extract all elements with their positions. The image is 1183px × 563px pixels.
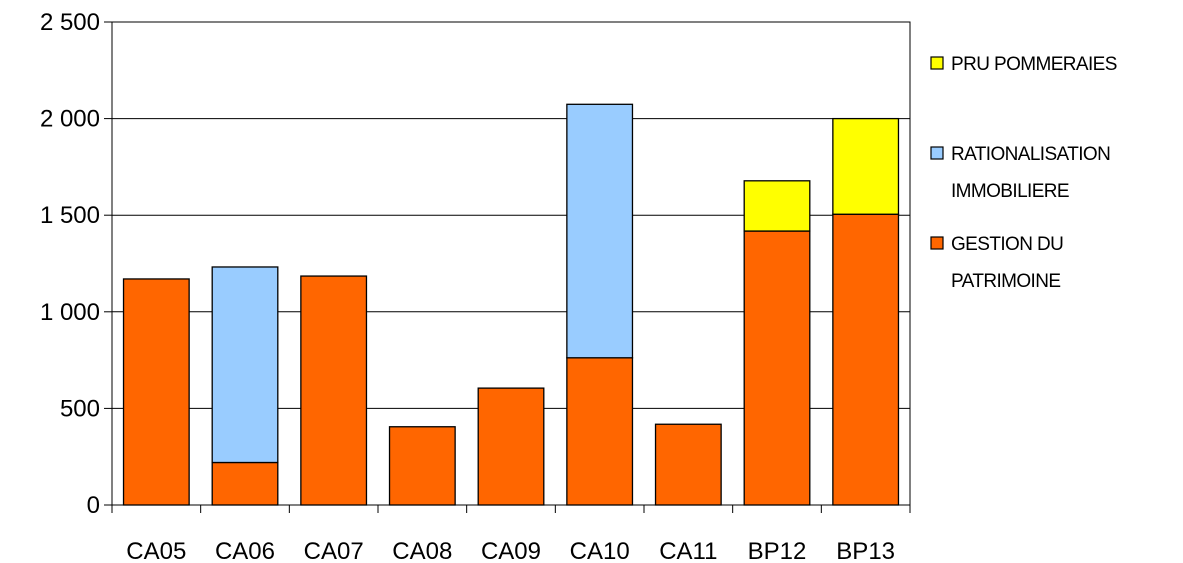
x-tick-label: CA07 bbox=[304, 538, 364, 563]
x-axis-tick-labels: CA05 CA06 CA07 CA08 CA09 CA10 CA11 BP12 BP13 bbox=[126, 538, 895, 563]
legend-label: IMMOBILIERE bbox=[951, 181, 1069, 202]
bars bbox=[122, 103, 900, 506]
bar-ca08-series-0 bbox=[388, 426, 456, 506]
x-tick-label: CA11 bbox=[659, 538, 717, 563]
y-axis-tick-labels: 0 500 1 000 1 500 2 000 2 500 bbox=[40, 9, 100, 519]
y-tick-label: 0 bbox=[87, 492, 100, 519]
bar-bp12-series-2 bbox=[743, 180, 811, 232]
bar-ca10-series-1 bbox=[566, 103, 634, 359]
legend-label: PRU POMMERAIES bbox=[951, 54, 1117, 75]
x-tick-label: CA06 bbox=[215, 538, 275, 563]
y-tick-label: 2 000 bbox=[40, 106, 100, 133]
bar-bp12-series-0 bbox=[743, 230, 811, 506]
bar-ca05-series-0 bbox=[122, 278, 190, 506]
y-tick-label: 500 bbox=[60, 395, 100, 422]
legend-swatch-2 bbox=[930, 236, 944, 250]
bar-ca07-series-0 bbox=[300, 275, 368, 506]
bar-ca09-series-0 bbox=[477, 387, 545, 506]
legend-label: GESTION DU bbox=[951, 234, 1063, 255]
bar-bp13-series-0 bbox=[832, 213, 900, 506]
bar-ca11-series-0 bbox=[654, 423, 722, 506]
x-tick-label: CA08 bbox=[392, 538, 452, 563]
x-tick-label: BP12 bbox=[748, 538, 807, 563]
x-tick-label: CA09 bbox=[481, 538, 541, 563]
bar-ca06-series-0 bbox=[211, 461, 279, 506]
y-tick-label: 2 500 bbox=[40, 9, 100, 36]
legend-label: PATRIMOINE bbox=[951, 271, 1060, 292]
y-tick-label: 1 000 bbox=[40, 299, 100, 326]
legend: PRU POMMERAIES RATIONALISATION IMMOBILIERE… bbox=[930, 54, 1117, 292]
x-tick-label: CA05 bbox=[126, 538, 186, 563]
legend-swatch-0 bbox=[930, 56, 944, 70]
legend-swatch-1 bbox=[930, 146, 944, 160]
legend-label: RATIONALISATION bbox=[951, 144, 1110, 165]
bar-ca06-series-1 bbox=[211, 266, 279, 464]
x-tick-label: CA10 bbox=[570, 538, 630, 563]
bar-ca10-series-0 bbox=[566, 357, 634, 506]
bar-bp13-series-2 bbox=[832, 117, 900, 215]
y-tick-label: 1 500 bbox=[40, 202, 100, 229]
x-tick-label: BP13 bbox=[836, 538, 895, 563]
